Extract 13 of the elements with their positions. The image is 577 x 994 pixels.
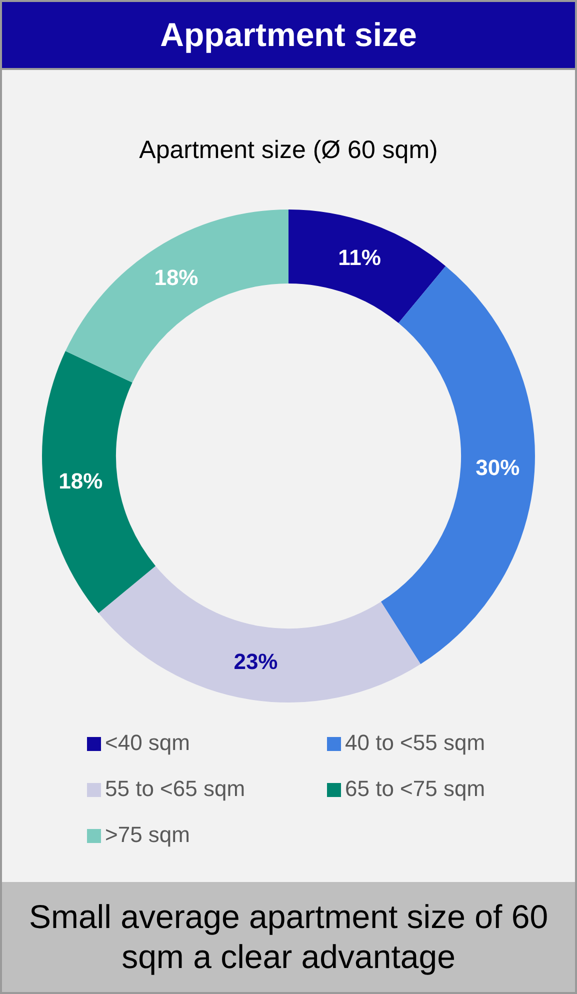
- data-label: 18%: [58, 468, 103, 494]
- data-label: 30%: [476, 455, 520, 480]
- data-label: 23%: [234, 649, 278, 674]
- text: Small average apartment size of 60 sqm a clear advantage: [2, 882, 575, 992]
- chart-title: Appartment size: [2, 2, 575, 70]
- data-label: 18%: [154, 265, 198, 290]
- data-label: 11%: [338, 244, 381, 270]
- legend-label: 55 to <65 sqm: [104, 776, 246, 802]
- legend-label: <40 sqm: [104, 730, 191, 756]
- legend-label: >75 sqm: [104, 822, 191, 848]
- legend-label: 40 to <55 sqm: [344, 730, 486, 756]
- chart-subtitle: Apartment size (Ø 60 sqm): [139, 136, 438, 164]
- legend-label: 65 to <75 sqm: [344, 776, 486, 802]
